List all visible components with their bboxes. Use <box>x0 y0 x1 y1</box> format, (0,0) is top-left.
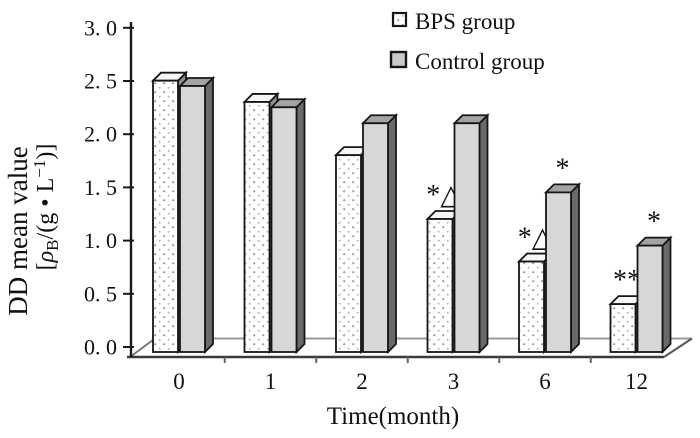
legend-swatch-control <box>389 50 408 69</box>
x-axis-title: Time(month) <box>327 403 459 430</box>
y-axis-ticks: 0. 0 0. 5 1. 0 1. 5 2. 0 2. 5 3. 0 <box>84 15 134 360</box>
bar-front-face <box>636 244 664 353</box>
x-category-label: 0 <box>173 369 185 394</box>
bar-front-face <box>426 218 454 353</box>
x-category-label: 1 <box>265 369 277 394</box>
bar-front-face <box>270 106 298 353</box>
bar-front-face <box>152 79 179 353</box>
bar-control-month-6: * <box>543 153 582 355</box>
bar-control-month-1 <box>269 97 307 355</box>
x-category-label: 3 <box>448 369 460 394</box>
bar-control-month-12: * <box>635 207 673 355</box>
bar-side-face <box>478 113 489 355</box>
bar-side-face <box>387 113 397 355</box>
floor-left-edge <box>129 337 156 358</box>
legend-item-bps: BPS group <box>391 9 515 34</box>
bar-control-month-2 <box>360 113 399 355</box>
y-tick-label: 1. 5 <box>84 175 117 200</box>
significance-annotation: * <box>556 153 570 184</box>
y-axis-title: DD mean value <box>3 146 33 315</box>
floor-right-edge <box>663 337 693 358</box>
significance-annotation: ** <box>613 265 641 296</box>
y-tick-label: 0. 5 <box>84 281 117 306</box>
x-axis-ticks <box>223 357 592 363</box>
legend-label-control: Control group <box>415 49 545 74</box>
bars-group: *△*△**** <box>150 70 673 355</box>
legend: BPS group Control group <box>389 9 545 74</box>
bar-front-face <box>243 101 271 353</box>
y-axis: 0. 0 0. 5 1. 0 1. 5 2. 0 2. 5 3. 0 <box>84 15 134 360</box>
bar-side-face <box>295 97 306 355</box>
x-category-label: 12 <box>625 369 648 394</box>
significance-annotation: * <box>647 207 661 238</box>
x-category-label: 2 <box>356 369 368 394</box>
y-tick-label: 0. 0 <box>84 335 117 360</box>
bar-front-face <box>179 85 206 353</box>
bar-front-face <box>362 122 389 353</box>
bar-side-face <box>661 235 672 355</box>
x-axis-labels: 0 1 2 3 6 12 <box>173 369 648 394</box>
bar-front-face <box>545 191 572 353</box>
y-tick-label: 2. 0 <box>84 122 117 147</box>
bar-front-face <box>609 303 637 353</box>
bar-front-face <box>335 154 362 353</box>
legend-label-bps: BPS group <box>415 9 515 34</box>
y-tick-label: 1. 0 <box>84 228 117 253</box>
bar-side-face <box>570 182 580 355</box>
y-tick-label: 2. 5 <box>84 69 117 94</box>
bar-control-month-3 <box>452 113 490 355</box>
y-axis-unit-label: [ρB/(g • L−1)] <box>30 144 62 271</box>
x-category-label: 6 <box>539 369 551 394</box>
legend-swatch-bps <box>391 11 408 28</box>
bar-front-face <box>518 260 545 353</box>
bar-side-face <box>204 75 214 355</box>
legend-item-control: Control group <box>389 49 545 74</box>
y-tick-label: 3. 0 <box>84 15 117 40</box>
bar-front-face <box>453 122 481 353</box>
bar-control-month-0 <box>177 75 216 355</box>
